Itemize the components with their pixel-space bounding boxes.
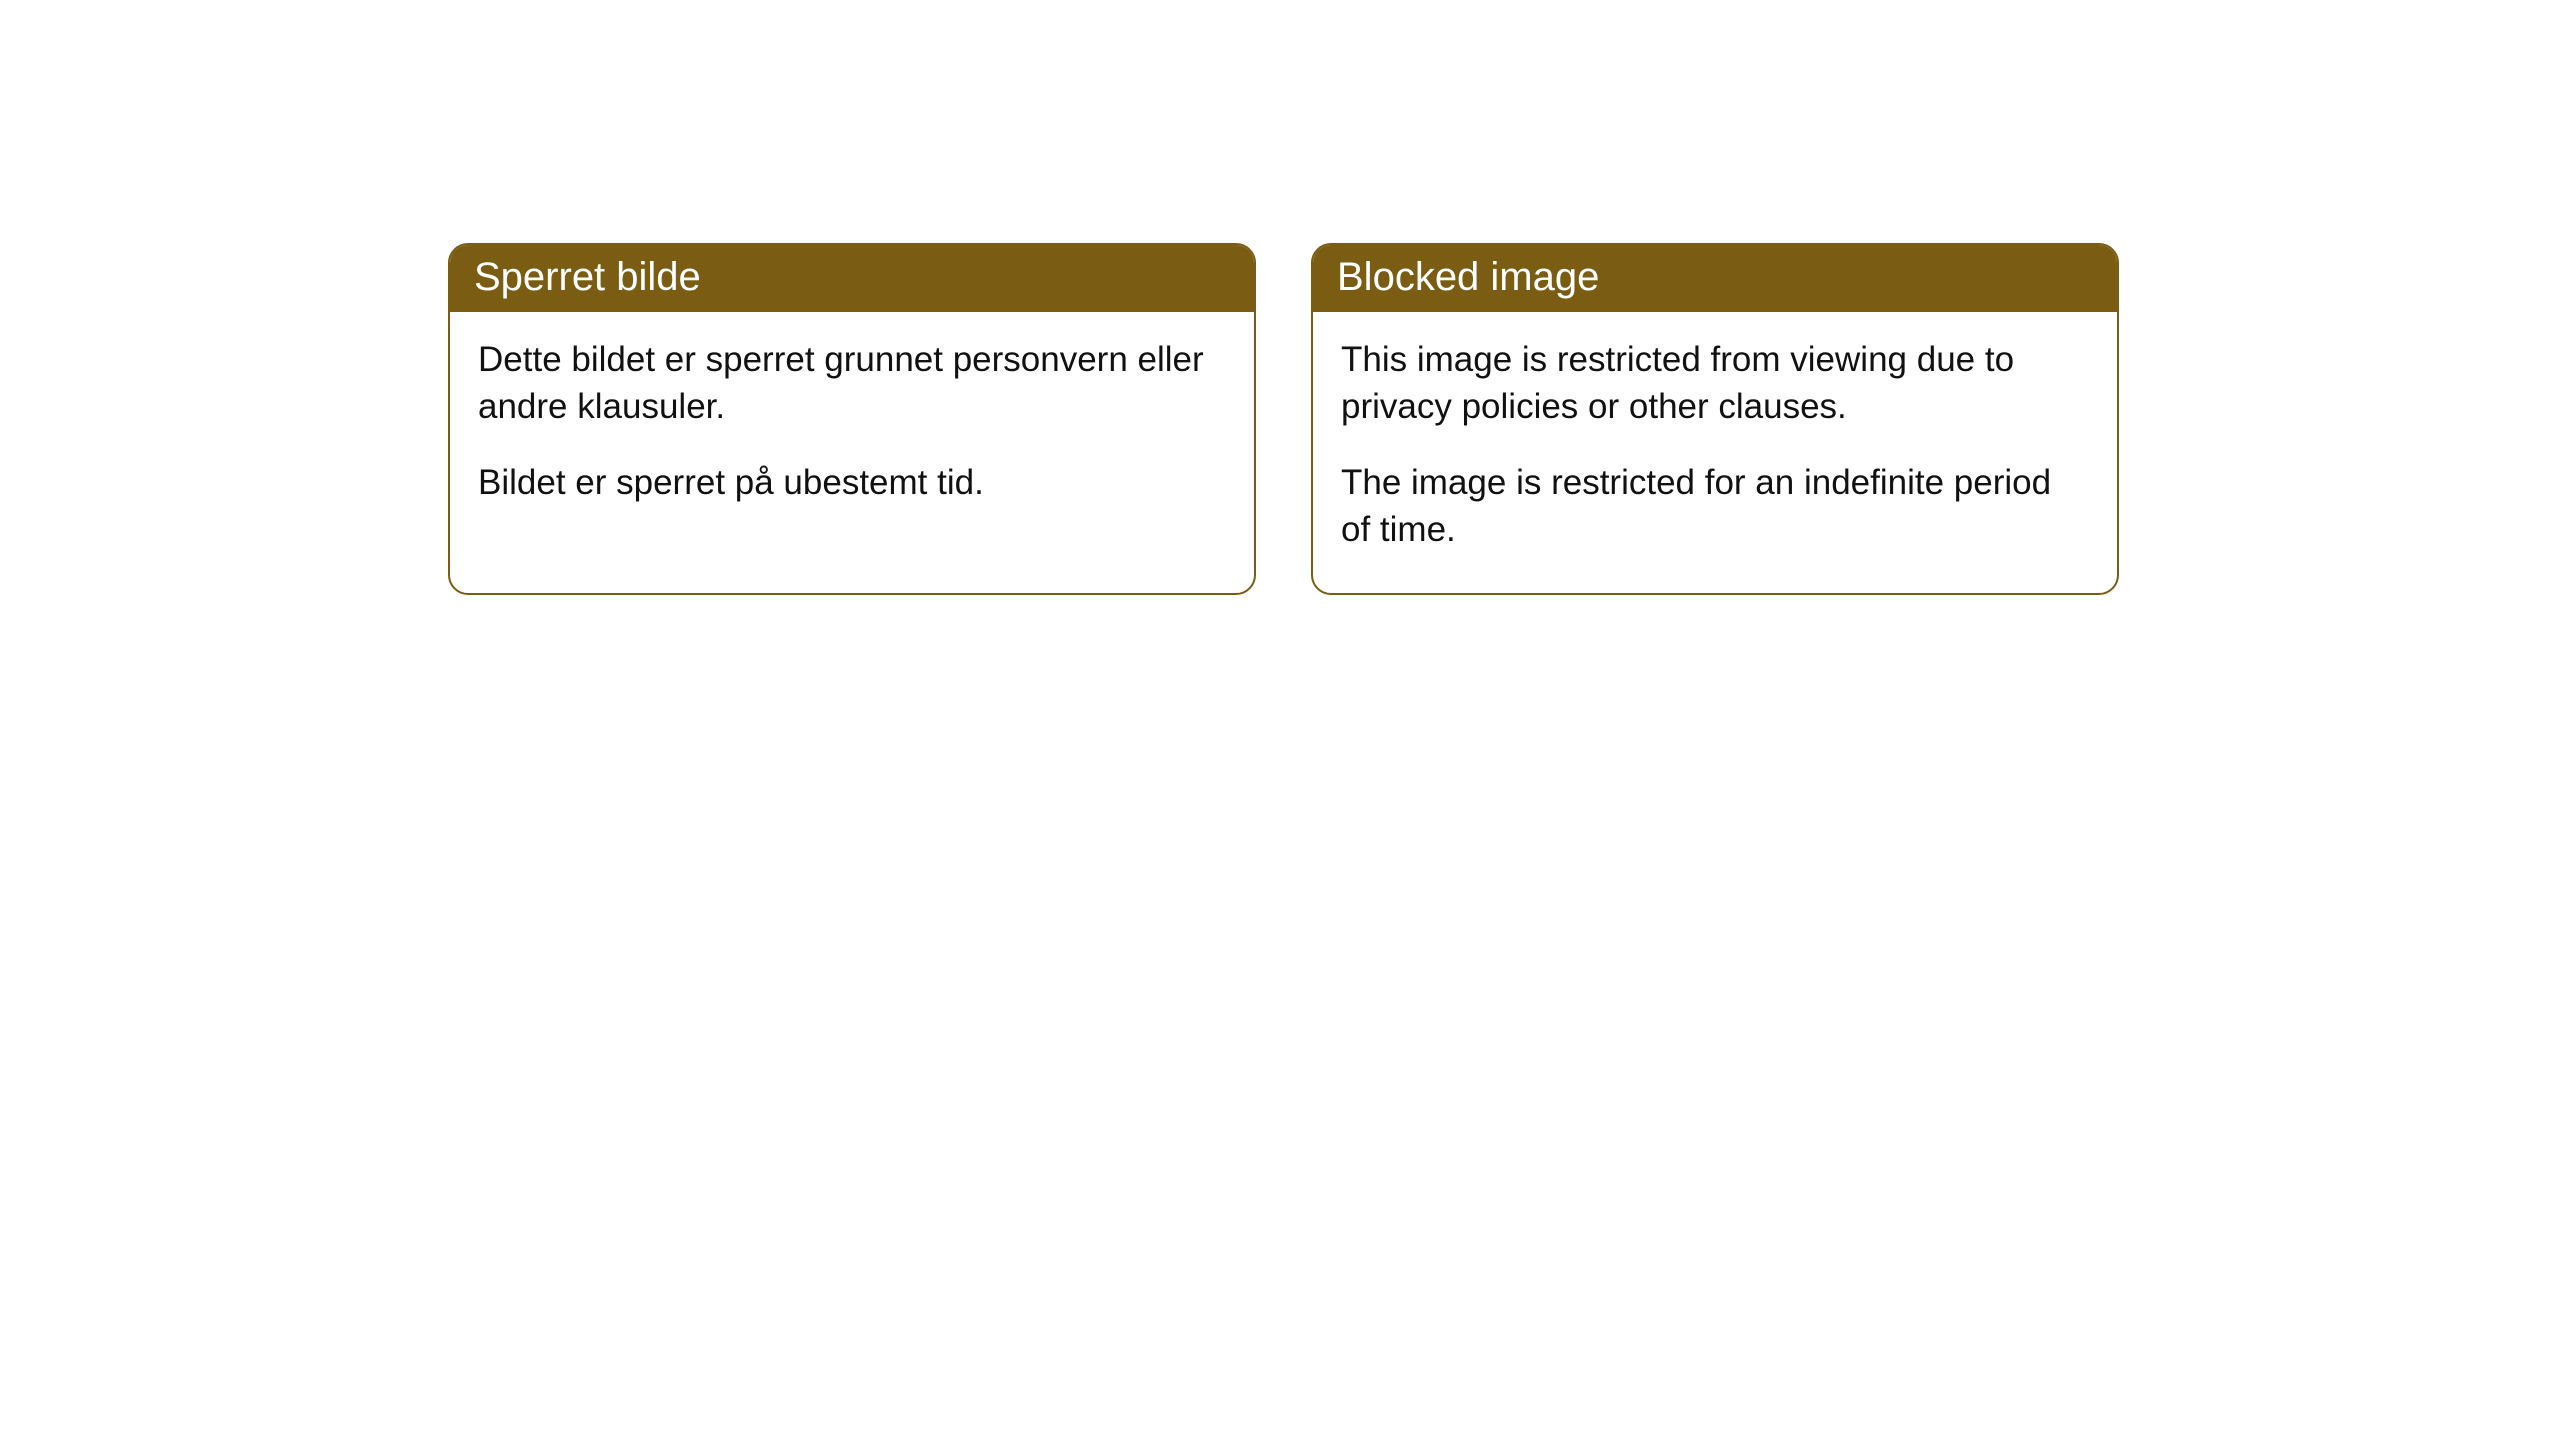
notice-container: Sperret bilde Dette bildet er sperret gr… [0,0,2560,595]
card-body: Dette bildet er sperret grunnet personve… [450,312,1254,546]
card-paragraph: This image is restricted from viewing du… [1341,336,2089,431]
card-title: Blocked image [1313,245,2117,312]
card-body: This image is restricted from viewing du… [1313,312,2117,593]
card-paragraph: The image is restricted for an indefinit… [1341,459,2089,554]
notice-card-norwegian: Sperret bilde Dette bildet er sperret gr… [448,243,1256,595]
notice-card-english: Blocked image This image is restricted f… [1311,243,2119,595]
card-paragraph: Dette bildet er sperret grunnet personve… [478,336,1226,431]
card-title: Sperret bilde [450,245,1254,312]
card-paragraph: Bildet er sperret på ubestemt tid. [478,459,1226,506]
